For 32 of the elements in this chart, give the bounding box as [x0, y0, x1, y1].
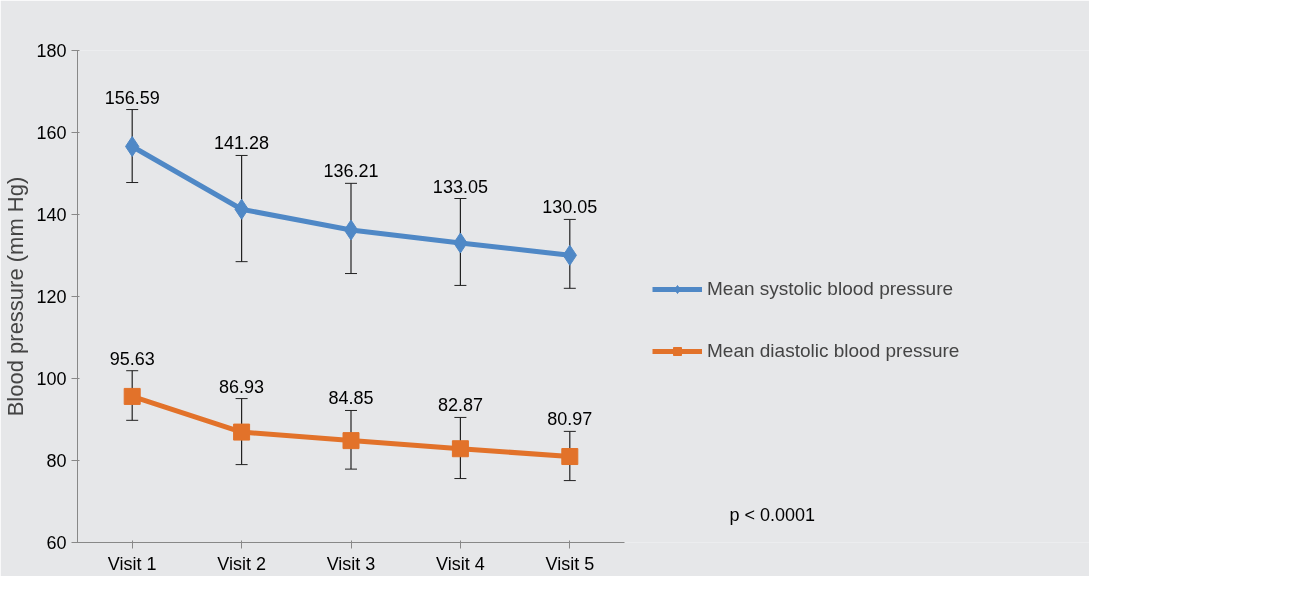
y-tick-label: 80 — [46, 451, 67, 471]
point — [343, 219, 359, 241]
data-label: 86.93 — [219, 376, 265, 397]
data-label: 130.05 — [542, 197, 598, 218]
point — [451, 440, 469, 458]
legend-label: Mean systolic blood pressure — [707, 278, 954, 300]
y-tick-label: 180 — [36, 41, 67, 61]
point — [123, 387, 141, 405]
data-label: 141.28 — [214, 133, 270, 154]
y-tick-label: 100 — [36, 369, 67, 389]
y-tick-label: 60 — [46, 533, 67, 553]
data-label: 80.97 — [547, 409, 593, 430]
x-tick-label: Visit 1 — [107, 553, 157, 574]
x-tick-label: Visit 4 — [436, 553, 485, 574]
data-label: 82.87 — [437, 395, 483, 416]
data-label: 136.21 — [323, 161, 379, 182]
point — [561, 448, 579, 466]
text: p < 0.0001 — [729, 504, 816, 525]
point — [342, 432, 360, 450]
point — [233, 423, 251, 441]
x-tick-label: Visit 5 — [545, 553, 595, 574]
legend-label: Mean diastolic blood pressure — [707, 340, 960, 362]
y-tick-label: 140 — [36, 205, 67, 225]
data-label: 133.05 — [432, 176, 488, 197]
x-tick-label: Visit 2 — [217, 553, 266, 574]
x-tick-label: Visit 3 — [326, 553, 376, 574]
data-label: 84.85 — [328, 388, 374, 409]
data-label: 95.63 — [109, 348, 155, 369]
y-axis-title: Blood pressure (mm Hg) — [3, 176, 29, 417]
data-label: 156.59 — [104, 87, 160, 108]
y-tick-label: 120 — [36, 287, 67, 307]
y-tick-label: 160 — [36, 123, 67, 143]
